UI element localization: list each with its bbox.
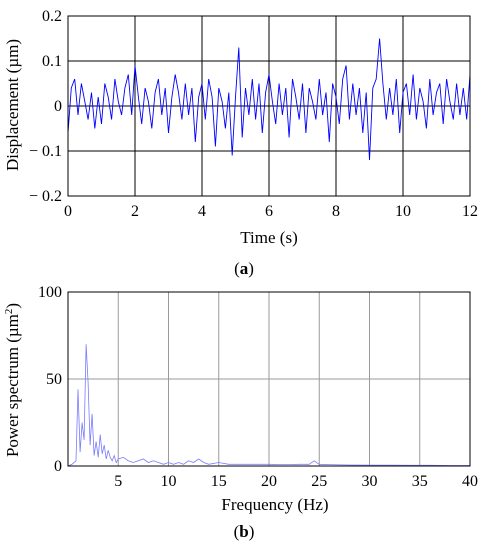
- grid-b: [68, 291, 471, 467]
- x-ticks-a: 0 2 4 6 8 10 12: [64, 203, 478, 220]
- x-tick-label: 2: [131, 203, 139, 220]
- x-tick-label: 25: [311, 473, 327, 490]
- grid-a: [67, 15, 471, 197]
- y-tick-label: 0: [54, 98, 62, 115]
- series-line-b: [67, 344, 470, 467]
- x-tick-label: 6: [265, 203, 273, 220]
- y-axis-label-b: Power spectrum (µm2): [3, 303, 22, 457]
- series-line-a: [67, 38, 471, 161]
- y-ticks-a: − 0.2 − 0.1 0 0.1 0.2: [29, 8, 62, 205]
- x-axis-label-a: Time (s): [240, 228, 297, 247]
- x-axis-label-b: Frequency (Hz): [221, 495, 328, 514]
- y-tick-label: 0.2: [42, 8, 62, 25]
- y-tick-label: 0: [54, 458, 62, 475]
- plot-frame-a: [67, 15, 471, 197]
- x-ticks-b: 5 10 15 20 25 30 35 40: [114, 473, 478, 490]
- y-tick-label: − 0.2: [29, 188, 62, 205]
- panel-label-b: (b): [234, 522, 255, 541]
- x-tick-label: 35: [412, 473, 428, 490]
- x-tick-label: 8: [332, 203, 340, 220]
- x-tick-label: 4: [198, 203, 206, 220]
- x-tick-label: 10: [161, 473, 177, 490]
- x-tick-label: 30: [362, 473, 378, 490]
- chart-b: 5 10 15 20 25 30 35 40 0 50 100 Frequency (Hz) Po…: [3, 284, 478, 541]
- x-tick-label: 10: [395, 203, 411, 220]
- x-tick-label: 5: [114, 473, 122, 490]
- x-tick-label: 0: [64, 203, 72, 220]
- y-tick-label: 50: [46, 371, 62, 388]
- x-tick-label: 15: [211, 473, 227, 490]
- x-tick-label: 40: [462, 473, 478, 490]
- chart-a: 0 2 4 6 8 10 12 − 0.2 − 0.1 0 0.1 0.2 Time (s) Dis…: [3, 8, 478, 278]
- y-ticks-b: 0 50 100: [38, 284, 62, 475]
- y-tick-label: 100: [38, 284, 62, 301]
- y-tick-label: − 0.1: [29, 143, 62, 160]
- x-tick-label: 20: [261, 473, 277, 490]
- x-tick-label: 12: [462, 203, 478, 220]
- y-tick-label: 0.1: [42, 53, 62, 70]
- y-axis-label-a: Displacement (µm): [3, 39, 22, 171]
- plot-frame-b: [67, 291, 471, 467]
- panel-label-a: (a): [234, 259, 254, 278]
